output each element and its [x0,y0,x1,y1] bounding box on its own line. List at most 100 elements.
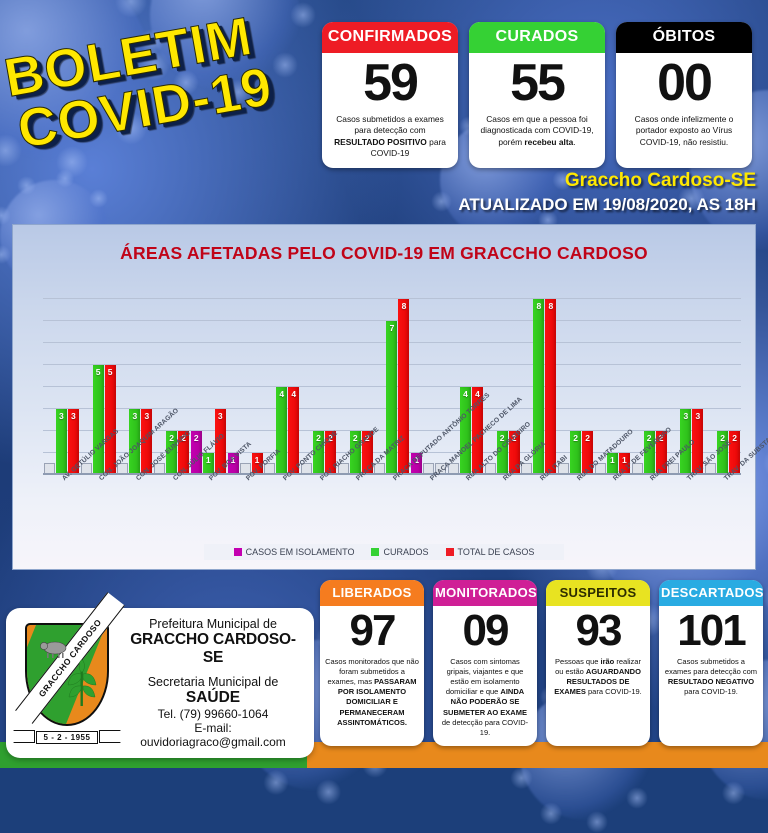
bar-value-label: 1 [414,455,420,465]
prefeitura-label: Prefeitura Municipal de [149,617,277,631]
card-header-label: ÓBITOS [616,22,752,53]
stat-card-monitorados: MONITORADOS 09 Casos com sintomas gripais,… [433,580,537,746]
card-description: Casos onde infelizmente o portador expos… [634,114,734,147]
bar-iso: 2 [190,431,202,475]
bar-value-label: 2 [499,433,505,443]
virus-spike [721,781,746,805]
bar-cur: 5 [92,365,104,475]
bar-tot: 2 [655,431,667,475]
bar-value-label: 4 [291,389,297,399]
bar-tot: 4 [471,387,483,475]
card-value: 97 [349,606,397,655]
sheep-icon [40,641,67,658]
legend-swatch [445,548,454,556]
bar-cur: 1 [606,453,618,475]
bar-value-label: 8 [548,301,554,311]
stat-card-liberados: LIBERADOS 97 Casos monitorados que não for… [320,580,424,746]
card-description: Casos com sintomas gripais, viajantes e … [441,656,529,737]
corn-plant-icon [67,660,97,706]
chart-title: ÁREAS AFETADAS PELO COVID-19 EM GRACCHO … [120,243,648,263]
virus-spike [431,191,452,212]
card-value: 101 [677,606,746,655]
card-description: Pessoas que irão realizar ou estão AGUAR… [554,656,642,697]
bar-cur: 2 [313,431,324,475]
card-header-label: MONITORADOS [433,580,537,606]
card-header-label: CURADOS [469,22,605,53]
bar-value-label: 2 [193,433,199,443]
bar-tot: 3 [214,409,226,475]
virus-spike [585,810,608,833]
bar-value-label: 2 [720,433,725,443]
stat-card-curados: CURADOS 55 Casos em que a pessoa foi diagn… [469,22,605,169]
bar-value-label: 2 [646,433,652,443]
bar-cur: 2 [496,431,508,475]
gridline [43,320,741,321]
bar-value-label: 2 [732,433,737,443]
virus-spike [225,79,252,105]
bar-tot: 2 [508,431,520,475]
bar-value-label: 3 [217,411,223,422]
bar-value-label: 2 [573,433,578,443]
bar-cur: 2 [570,431,582,475]
virus-spike [0,134,22,167]
card-header-label: CONFIRMADOS [322,22,458,53]
email-address: ouvidoriagraco@gmail.com [140,735,286,749]
virus-spike [0,206,11,225]
bar-value-label: 1 [610,455,615,465]
bar-cur: 4 [459,387,471,475]
coat-of-arms-icon: GRACCHO CARDOSO 5 - 2 - 1955 [13,592,125,749]
stat-card-suspeitos: SUSPEITOS 93 Pessoas que irão realizar ou … [546,580,650,746]
bar-tot: 2 [582,431,594,475]
bar-cur: 3 [129,409,141,475]
card-header-label: SUSPEITOS [546,580,650,606]
bar-tot: 8 [545,299,557,475]
bar-cur: 2 [643,431,655,475]
bar-value-label: 1 [254,455,260,465]
bar-cur: 1 [202,453,214,475]
bar-value-label: 2 [328,433,333,443]
footer-text-block: Prefeitura Municipal de GRACCHO CARDOSO-… [119,617,305,749]
virus-spike [540,802,563,825]
legend-label: TOTAL DE CASOS [457,547,535,557]
bar-value-label: 1 [230,455,236,465]
bottom-stat-cards: LIBERADOS 97 Casos monitorados que não for… [320,580,763,746]
bar-cur: 2 [166,431,178,475]
email-label: E-mail: [194,721,232,735]
bar-tot: 4 [288,387,300,475]
bar-value-label: 2 [511,433,517,443]
virus-spike [263,769,289,796]
stat-card-descartados: DESCARTADOS 101 Casos submetidos a exames … [659,580,763,746]
bar-cur: 3 [55,409,67,475]
virus-spike [762,446,768,481]
legend-item: CURADOS [371,547,429,557]
card-value: 00 [657,54,713,112]
bar-tot: 1 [618,453,630,475]
phone-number: Tel. (79) 99660-1064 [157,707,269,721]
legend-swatch [233,548,242,556]
bar-tot: 2 [729,431,741,475]
bar-tot: 3 [141,409,153,475]
bar-value-label: 1 [622,455,627,465]
bar-value-label: 4 [463,389,468,399]
virus-spike [55,169,75,188]
bar-value-label: 3 [695,411,701,422]
bar-iso: 1 [411,453,423,475]
card-description: Casos monitorados que não foram submetid… [325,656,419,727]
card-header-label: LIBERADOS [320,580,424,606]
crest-year-text: 5 - 2 - 1955 [35,730,99,744]
card-value: 55 [510,54,566,112]
card-description: Casos submetidos a exames para detecção … [334,114,446,158]
bar-tot: 1 [251,453,263,475]
bar-value-label: 1 [205,455,211,465]
ribbon-wing-right [99,730,121,743]
footer-contact-card: GRACCHO CARDOSO 5 - 2 - 1955 Prefeitura … [6,592,314,758]
update-timestamp: ATUALIZADO EM 19/08/2020, AS 18H [458,195,756,214]
bar-cur: 8 [533,299,545,475]
bar-value-label: 2 [364,433,370,443]
bar-value-label: 7 [389,323,395,333]
